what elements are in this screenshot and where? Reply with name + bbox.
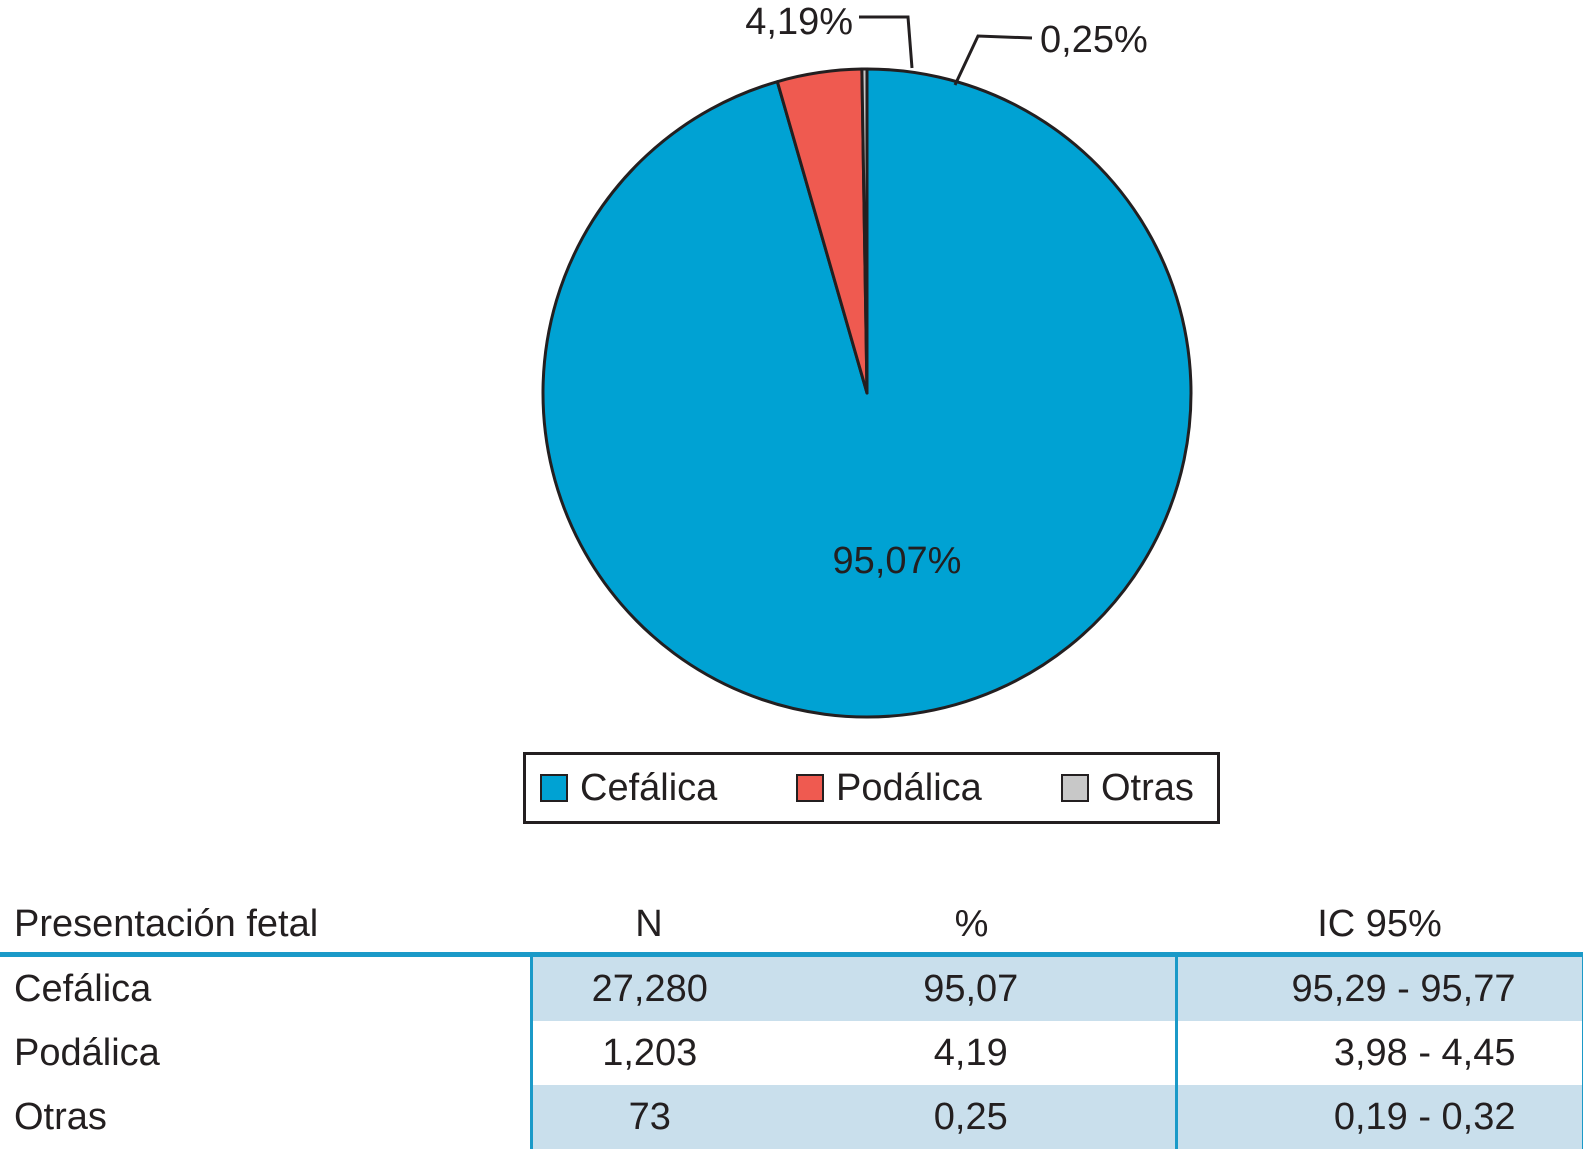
leader-line-podalica <box>859 15 914 69</box>
cell-percent: 4,19 <box>933 1031 1008 1074</box>
legend-item-cefalica: Cefálica <box>540 755 717 821</box>
table-row: Otras 73 0,25 0,19 - 0,32 <box>0 1085 1583 1149</box>
cell-percent: 0,25 <box>767 1085 1176 1149</box>
header-presentacion-fetal: Presentación fetal <box>0 896 531 957</box>
pie-slices <box>541 67 1193 719</box>
header-percent: % <box>767 896 1176 957</box>
leader-line-otras <box>953 34 1033 86</box>
cell-presentacion: Cefálica <box>14 967 152 1010</box>
chart-legend: Cefálica Podálica Otras <box>523 752 1220 824</box>
data-table: Presentación fetal N % IC 95% Cefálica 2… <box>0 896 1583 1149</box>
cell-percent: 95,07 <box>767 954 1176 1021</box>
legend-swatch-cefalica <box>540 774 568 802</box>
slice-label-cefalica: 95,07% <box>833 540 962 582</box>
header-n: N <box>531 896 767 957</box>
legend-label-cefalica: Cefálica <box>580 767 718 809</box>
legend-item-otras: Otras <box>1061 755 1194 821</box>
table-header-row: Presentación fetal N % IC 95% <box>0 896 1583 957</box>
cell-ic: 0,19 - 0,32 <box>1174 1085 1583 1149</box>
slice-label-otras: 0,25% <box>1040 19 1148 61</box>
pie-slice-otras <box>860 67 869 395</box>
legend-item-podalica: Podálica <box>796 755 982 821</box>
pie-chart: 95,07% 4,19% 0,25% <box>541 1 1193 719</box>
legend-swatch-podalica <box>796 774 824 802</box>
leader-lines <box>859 15 1033 86</box>
table-row: Cefálica 27,280 95,07 95,29 - 95,77 <box>0 954 1583 1021</box>
header-ic-95: IC 95% <box>1176 896 1583 957</box>
cell-ic: 3,98 - 4,45 <box>1174 1021 1583 1085</box>
legend-label-podalica: Podálica <box>836 767 982 809</box>
cell-n: 73 <box>529 1085 767 1149</box>
cell-presentacion: Podálica <box>14 1031 160 1074</box>
cell-n: 1,203 <box>529 1021 767 1085</box>
legend-swatch-otras <box>1061 774 1089 802</box>
cell-presentacion: Otras <box>14 1095 107 1138</box>
slice-label-podalica: 4,19% <box>745 1 853 43</box>
cell-ic: 95,29 - 95,77 <box>1174 954 1583 1021</box>
cell-n: 27,280 <box>529 954 767 1021</box>
legend-label-otras: Otras <box>1101 767 1194 809</box>
table-row: Podálica 1,203 4,19 3,98 - 4,45 <box>0 1021 1583 1085</box>
